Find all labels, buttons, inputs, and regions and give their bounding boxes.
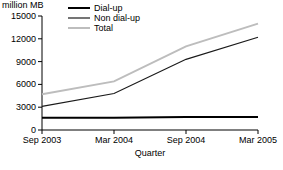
x-tick: [186, 130, 187, 134]
y-tick-label: 3000: [16, 102, 36, 112]
y-tick: [38, 16, 42, 17]
x-tick: [114, 130, 115, 134]
x-tick: [258, 130, 259, 134]
legend-label: Dial-up: [94, 3, 123, 13]
x-tick-label: Mar 2005: [239, 135, 277, 145]
y-tick-label: 0: [31, 125, 36, 135]
legend-swatch: [68, 17, 90, 18]
plot-area: [42, 24, 258, 118]
x-tick-label: Mar 2004: [95, 135, 133, 145]
y-tick: [38, 107, 42, 108]
x-tick-label: Sep 2004: [167, 135, 206, 145]
y-tick: [38, 130, 42, 131]
legend-label: Non dial-up: [94, 13, 140, 23]
y-tick: [38, 61, 42, 62]
legend-swatch: [68, 27, 90, 29]
y-tick-label: 6000: [16, 79, 36, 89]
series-line: [42, 116, 258, 119]
legend-swatch: [68, 7, 90, 9]
x-axis: [42, 130, 258, 131]
x-axis-label: Quarter: [135, 148, 166, 158]
y-tick-label: 12000: [11, 34, 36, 44]
y-tick-label: 9000: [16, 57, 36, 67]
series-line: [42, 37, 258, 106]
y-axis-label: million MB: [2, 0, 44, 10]
y-axis: [42, 16, 43, 130]
series-line: [42, 24, 258, 95]
x-tick: [42, 130, 43, 134]
y-tick: [38, 38, 42, 39]
chart: million MB 0 3000 6000 9000 12000 15000 Sep 200…: [0, 0, 283, 170]
x-tick-label: Sep 2003: [23, 135, 62, 145]
y-tick: [38, 84, 42, 85]
legend-label: Total: [94, 23, 113, 33]
y-tick-label: 15000: [11, 11, 36, 21]
